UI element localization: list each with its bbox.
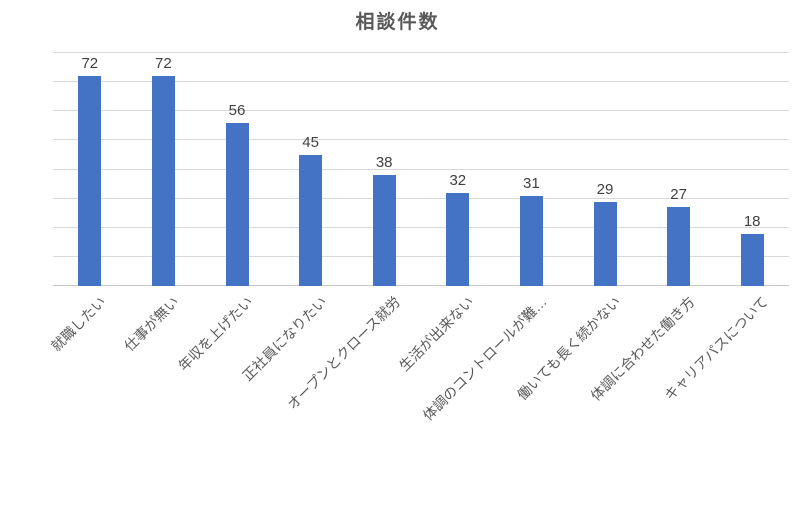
- x-axis-label: 就職したい: [47, 293, 109, 355]
- bar-value-label: 18: [743, 212, 761, 230]
- gridline: [53, 52, 789, 53]
- bar-value-label: 72: [155, 55, 172, 73]
- bar-value-label: 72: [81, 55, 99, 73]
- bar: [225, 122, 249, 286]
- bar: [299, 154, 323, 286]
- bar: [446, 192, 470, 286]
- bar: [667, 207, 691, 286]
- bar-value-label: 29: [596, 180, 614, 198]
- gridline: [53, 110, 789, 112]
- bar-value-label: 56: [228, 101, 246, 119]
- gridline: [53, 168, 789, 170]
- gridline: [53, 139, 789, 141]
- bar-value-label: 45: [302, 133, 319, 151]
- x-axis-label: 仕事が無い: [121, 293, 183, 355]
- chart-title: 相談件数: [355, 12, 440, 33]
- bar: [151, 76, 175, 286]
- x-axis-label: 体調のコントロールが難…: [420, 293, 551, 424]
- bar-value-label: 32: [449, 171, 467, 189]
- bar-value-label: 27: [670, 186, 687, 204]
- x-axis-line: [53, 285, 789, 286]
- gridline: [53, 197, 789, 199]
- gridline: [53, 226, 789, 228]
- bar: [519, 195, 543, 286]
- bar-value-label: 38: [375, 154, 393, 172]
- bar: [740, 233, 764, 286]
- plot-area: 72 72 56 45 38 32 31 29 27 18: [53, 52, 789, 286]
- bar-value-label: 31: [523, 174, 540, 192]
- bar: [593, 201, 617, 286]
- gridline: [53, 81, 789, 83]
- gridline: [53, 255, 789, 257]
- bar: [372, 175, 396, 286]
- bar: [78, 76, 102, 286]
